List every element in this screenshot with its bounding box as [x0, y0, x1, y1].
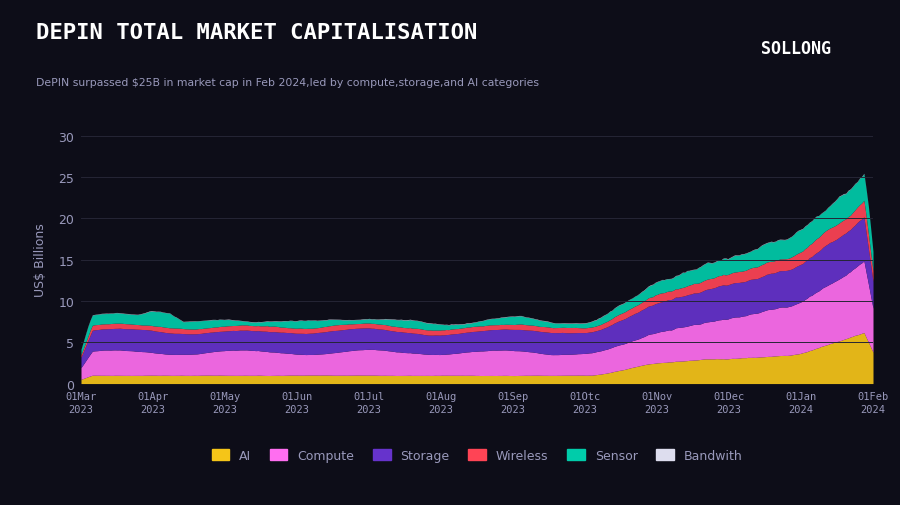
Text: DEPIN TOTAL MARKET CAPITALISATION: DEPIN TOTAL MARKET CAPITALISATION — [36, 23, 477, 43]
Text: DePIN surpassed $25B in market cap in Feb 2024,led by compute,storage,and AI cat: DePIN surpassed $25B in market cap in Fe… — [36, 78, 539, 88]
Text: SOLLONG: SOLLONG — [760, 40, 831, 59]
Legend: AI, Compute, Storage, Wireless, Sensor, Bandwith: AI, Compute, Storage, Wireless, Sensor, … — [206, 444, 748, 467]
Y-axis label: US$ Billions: US$ Billions — [34, 223, 47, 297]
